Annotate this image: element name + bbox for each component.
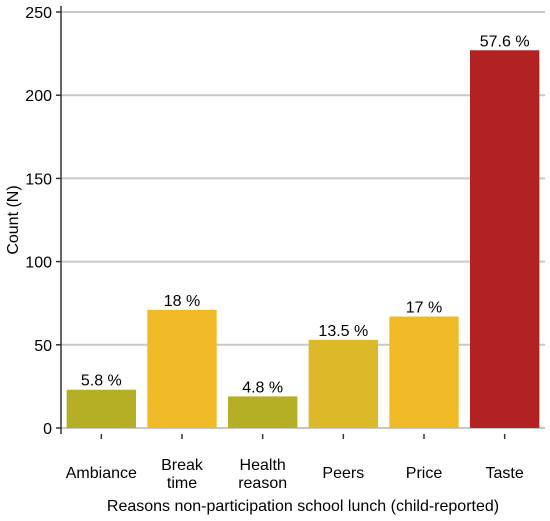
bar-value-label: 5.8 % [81, 373, 122, 390]
x-tick-labels: Ambiance Break time Health reason Peers Price T… [66, 457, 524, 492]
bar [227, 396, 298, 428]
y-tick-label: 50 [34, 338, 52, 355]
y-axis-title: Count (N) [5, 185, 22, 254]
bar [389, 316, 459, 428]
y-tick-label: 200 [25, 88, 52, 105]
x-tick-label: Ambiance [66, 465, 137, 482]
bar-value-label: 13.5 % [318, 323, 368, 340]
bar [66, 389, 137, 428]
y-tick-label: 150 [25, 171, 52, 188]
x-tick-label: Price [406, 465, 443, 482]
gridlines [61, 11, 545, 429]
bar [147, 309, 217, 428]
y-tick-label: 100 [25, 255, 52, 272]
bars [66, 50, 540, 428]
x-tick-label: Peers [322, 465, 364, 482]
x-tick-label: Health reason [238, 457, 287, 492]
y-tick-label: 250 [25, 5, 52, 22]
axes [56, 6, 506, 439]
x-tick-label: Break time [161, 457, 204, 492]
bar-value-label: 18 % [164, 293, 200, 310]
y-tick-label: 0 [43, 421, 52, 438]
y-tick-labels: 0 50 100 150 200 250 [25, 5, 52, 438]
bar-value-label: 4.8 % [242, 379, 283, 396]
x-axis-title: Reasons non-participation school lunch (… [107, 498, 499, 515]
bar [308, 339, 379, 428]
bar [469, 50, 540, 428]
x-tick-label: Taste [486, 465, 524, 482]
data-labels: 5.8 % 18 % 4.8 % 13.5 % 17 % 57.6 % [81, 33, 530, 396]
bar-value-label: 17 % [406, 300, 442, 317]
bar-value-label: 57.6 % [480, 33, 530, 50]
